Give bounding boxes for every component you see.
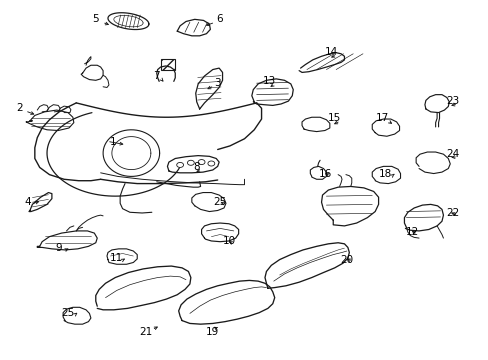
Text: 2: 2 bbox=[16, 103, 22, 113]
Text: 18: 18 bbox=[379, 168, 392, 179]
Text: 12: 12 bbox=[405, 227, 419, 237]
Text: 23: 23 bbox=[446, 96, 459, 106]
Text: 24: 24 bbox=[446, 149, 459, 159]
Text: 20: 20 bbox=[340, 255, 353, 265]
Text: 10: 10 bbox=[222, 236, 235, 246]
Text: 7: 7 bbox=[153, 71, 160, 81]
Text: 15: 15 bbox=[327, 113, 341, 123]
Text: 3: 3 bbox=[214, 78, 221, 88]
Text: 1: 1 bbox=[109, 138, 116, 147]
Text: 9: 9 bbox=[55, 243, 61, 253]
Text: 6: 6 bbox=[215, 14, 222, 24]
Text: 25: 25 bbox=[61, 309, 75, 318]
Text: 13: 13 bbox=[263, 76, 276, 86]
Bar bbox=[160, 59, 175, 69]
Text: 19: 19 bbox=[206, 327, 219, 337]
Text: 14: 14 bbox=[324, 46, 337, 57]
Text: 11: 11 bbox=[110, 253, 123, 263]
Text: 4: 4 bbox=[24, 197, 31, 207]
Text: 17: 17 bbox=[375, 113, 388, 123]
Text: 22: 22 bbox=[446, 208, 459, 218]
Text: 21: 21 bbox=[139, 327, 152, 337]
Text: 8: 8 bbox=[193, 162, 200, 172]
Text: 5: 5 bbox=[92, 14, 99, 24]
Text: 25: 25 bbox=[213, 197, 226, 207]
Text: 16: 16 bbox=[318, 168, 331, 179]
